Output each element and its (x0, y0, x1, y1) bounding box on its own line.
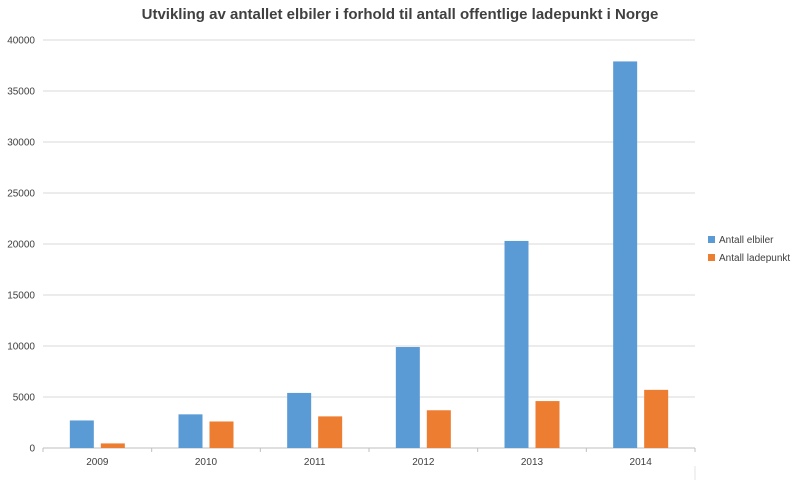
x-tick-label: 2013 (521, 457, 544, 468)
bar-ladepunkt-2009 (100, 443, 125, 448)
legend-swatch (708, 236, 715, 243)
bar-elbiler-2011 (287, 392, 312, 448)
bar-ladepunkt-2010 (209, 421, 234, 448)
legend-label: Antall elbiler (719, 235, 774, 246)
y-tick-label: 30000 (7, 138, 35, 149)
y-tick-label: 25000 (7, 189, 35, 200)
x-tick-label: 2009 (86, 457, 109, 468)
bar-elbiler-2010 (178, 414, 203, 448)
bar-ladepunkt-2012 (426, 410, 451, 448)
y-tick-label: 20000 (7, 240, 35, 251)
y-tick-label: 35000 (7, 87, 35, 98)
y-tick-label: 10000 (7, 342, 35, 353)
y-tick-label: 40000 (7, 36, 35, 47)
x-tick-label: 2011 (304, 457, 326, 468)
bar-elbiler-2009 (69, 420, 94, 448)
bars (69, 61, 669, 449)
bar-ladepunkt-2013 (535, 401, 560, 448)
y-tick-label: 0 (29, 444, 35, 455)
gridlines (43, 39, 695, 449)
x-tick-label: 2012 (412, 457, 435, 468)
y-axis-tick-labels: 0 5000 10000 15000 20000 25000 30000 35000 40000 (7, 36, 35, 455)
x-tick-label: 2014 (630, 457, 653, 468)
legend: Antall elbiler Antall ladepunkt (708, 235, 790, 264)
x-tick-label: 2010 (195, 457, 218, 468)
legend-swatch (708, 254, 715, 261)
legend-label: Antall ladepunkt (719, 253, 790, 264)
bar-ladepunkt-2011 (318, 416, 343, 448)
chart-title: Utvikling av antallet elbiler i forhold … (141, 6, 659, 23)
y-tick-label: 5000 (13, 393, 36, 404)
bar-elbiler-2013 (504, 240, 529, 448)
bar-elbiler-2014 (613, 61, 638, 449)
x-axis-tick-labels: 2009 2010 2011 2012 2013 2014 (42, 448, 696, 468)
y-tick-label: 15000 (7, 291, 35, 302)
bar-ladepunkt-2014 (644, 389, 669, 448)
bar-elbiler-2012 (395, 347, 420, 448)
